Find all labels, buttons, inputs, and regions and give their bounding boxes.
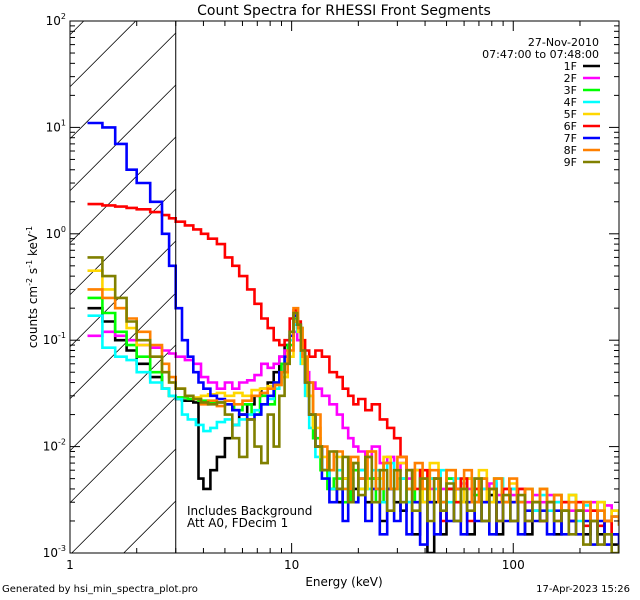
y-tick-label: 10-3 (43, 544, 66, 560)
y-axis: 10-3 10-2 10-1 100 101 102 (43, 12, 619, 560)
hatch-line (69, 20, 137, 88)
hatch-line (69, 84, 177, 192)
annotation-attenuator: Att A0, FDecim 1 (187, 516, 288, 530)
hatch-line (69, 396, 177, 504)
legend-label-3f: 3F (564, 84, 577, 97)
y-label-main: counts cm (26, 286, 40, 348)
y-tick-label: 10-2 (43, 438, 66, 454)
chart-time-range: 07:47:00 to 07:48:00 (482, 48, 599, 61)
series-line-9f (87, 256, 619, 553)
footer-generator: Generated by hsi_min_spectra_plot.pro (2, 584, 198, 595)
legend-label-1f: 1F (564, 60, 577, 73)
x-tick-label: 1 (66, 558, 74, 572)
hatch-line (69, 136, 177, 244)
legend-label-2f: 2F (564, 72, 577, 85)
legend-label-5f: 5F (564, 108, 577, 121)
hatch-line (69, 32, 177, 140)
y-label-exp-cm: -2 (25, 278, 34, 286)
y-label-s: s (26, 268, 40, 278)
y-tick-label: 100 (46, 225, 66, 241)
y-tick-label: 102 (46, 12, 66, 28)
hatch-line (69, 344, 177, 452)
hatch-line (123, 500, 177, 554)
y-label-exp-kev: -1 (25, 226, 34, 234)
plot-frame (69, 20, 620, 554)
legend-label-9f: 9F (564, 156, 577, 169)
x-axis: 1 10 100 (66, 21, 620, 572)
hatch-line (71, 448, 177, 554)
legend-label-7f: 7F (564, 132, 577, 145)
series-line-8f (87, 288, 619, 526)
legend-label-6f: 6F (564, 120, 577, 133)
y-axis-label: counts cm-2 s-1 keV-1 (25, 226, 40, 348)
y-tick-label: 101 (46, 118, 66, 134)
annotation-background: Includes Background (187, 504, 312, 518)
attenuator-hatch-region (69, 20, 177, 554)
x-axis-label: Energy (keV) (305, 575, 382, 589)
series-line-2f (87, 330, 619, 518)
y-tick-label: 10-1 (43, 331, 66, 347)
hatch-line (69, 20, 85, 36)
legend-label-4f: 4F (564, 96, 577, 109)
footer-timestamp: 17-Apr-2023 15:26 (536, 584, 630, 595)
y-label-exp-s: -1 (25, 260, 34, 268)
y-label-kev: keV (26, 233, 40, 260)
hatch-line (69, 292, 177, 400)
hatch-line (69, 240, 177, 348)
x-tick-label: 10 (284, 558, 299, 572)
chart-title: Count Spectra for RHESSI Front Segments (197, 3, 491, 19)
hatch-line (69, 188, 177, 296)
legend-label-8f: 8F (564, 144, 577, 157)
series-group (87, 121, 619, 553)
chart-date: 27-Nov-2010 (528, 36, 599, 49)
x-tick-label: 100 (502, 558, 525, 572)
series-line-1f (87, 306, 619, 553)
